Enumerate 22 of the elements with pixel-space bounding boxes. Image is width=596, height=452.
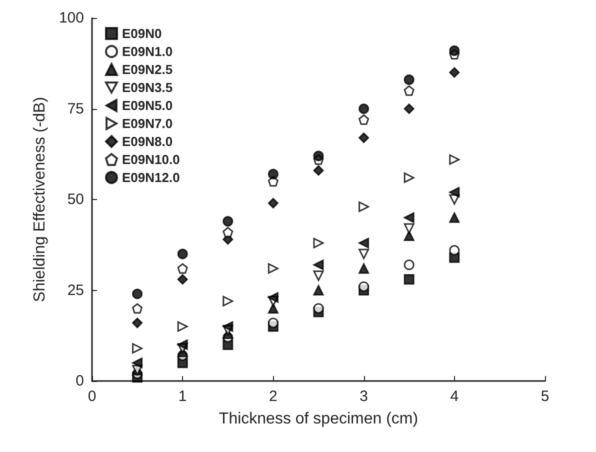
legend-label: E09N1.0 <box>122 44 173 59</box>
legend-label: E09N10.0 <box>122 152 180 167</box>
y-axis-title: Shielding Effectiveness (-dB) <box>32 96 49 302</box>
x-tick-label: 0 <box>88 388 96 405</box>
x-tick-label: 3 <box>360 388 368 405</box>
x-tick-label: 2 <box>269 388 278 405</box>
x-tick-label: 4 <box>450 388 459 405</box>
legend-label: E09N7.0 <box>122 116 173 131</box>
y-tick-label: 0 <box>76 372 84 390</box>
legend-label: E09N0 <box>122 26 162 41</box>
legend-label: E09N12.0 <box>122 170 180 185</box>
y-tick-label: 75 <box>67 100 84 118</box>
legend-label: E09N3.5 <box>122 80 173 95</box>
y-tick-label: 25 <box>67 282 84 299</box>
x-axis-title: Thickness of specimen (cm) <box>218 410 418 428</box>
y-tick-label: 100 <box>58 10 84 26</box>
legend-label: E09N8.0 <box>122 134 173 149</box>
x-tick-label: 5 <box>540 388 550 405</box>
legend-label: E09N2.5 <box>122 62 173 77</box>
legend-label: E09N5.0 <box>122 98 173 113</box>
x-tick-label: 1 <box>178 388 187 405</box>
y-tick-label: 50 <box>67 191 84 208</box>
